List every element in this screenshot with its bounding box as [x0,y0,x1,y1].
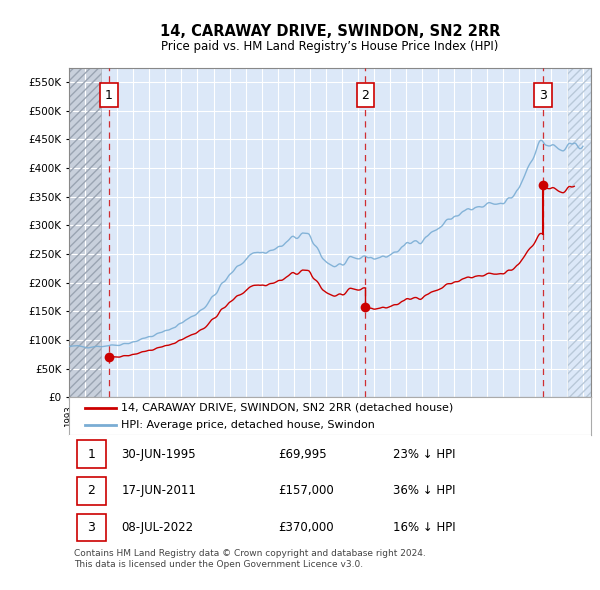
FancyBboxPatch shape [77,514,106,542]
Text: 2: 2 [362,88,370,101]
Text: 3: 3 [539,88,547,101]
Bar [535,83,552,107]
Text: 14, CARAWAY DRIVE, SWINDON, SN2 2RR (detached house): 14, CARAWAY DRIVE, SWINDON, SN2 2RR (det… [121,402,454,412]
Text: 23% ↓ HPI: 23% ↓ HPI [392,448,455,461]
Text: £157,000: £157,000 [278,484,334,497]
Text: 1: 1 [87,448,95,461]
Text: 3: 3 [87,521,95,534]
FancyBboxPatch shape [77,477,106,505]
Text: HPI: Average price, detached house, Swindon: HPI: Average price, detached house, Swin… [121,420,375,430]
Text: 08-JUL-2022: 08-JUL-2022 [121,521,193,534]
Text: 16% ↓ HPI: 16% ↓ HPI [392,521,455,534]
Text: 1: 1 [105,88,113,101]
Text: Contains HM Land Registry data © Crown copyright and database right 2024.
This d: Contains HM Land Registry data © Crown c… [74,549,426,569]
Text: 17-JUN-2011: 17-JUN-2011 [121,484,196,497]
Text: 2: 2 [87,484,95,497]
Text: 14, CARAWAY DRIVE, SWINDON, SN2 2RR: 14, CARAWAY DRIVE, SWINDON, SN2 2RR [160,24,500,38]
Text: 30-JUN-1995: 30-JUN-1995 [121,448,196,461]
Bar [356,83,374,107]
FancyBboxPatch shape [77,441,106,468]
Bar [100,83,118,107]
Text: Price paid vs. HM Land Registry’s House Price Index (HPI): Price paid vs. HM Land Registry’s House … [161,40,499,53]
Text: £69,995: £69,995 [278,448,326,461]
Text: 36% ↓ HPI: 36% ↓ HPI [392,484,455,497]
Text: £370,000: £370,000 [278,521,334,534]
